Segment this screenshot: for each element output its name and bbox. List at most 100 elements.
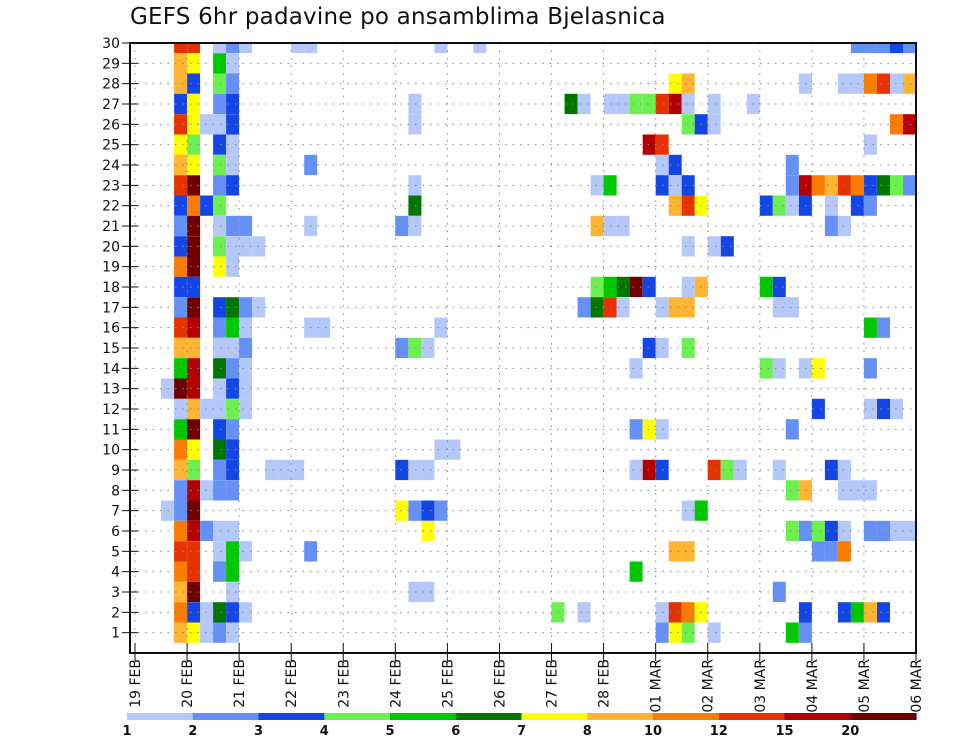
y-tick-label: 17 — [102, 300, 120, 316]
legend-label: 8 — [583, 724, 592, 739]
heatmap-cell — [681, 73, 695, 94]
heatmap-cell — [863, 602, 877, 623]
heatmap-cell — [863, 175, 877, 196]
legend-swatch — [587, 713, 654, 720]
y-tick-label: 18 — [102, 280, 120, 296]
heatmap-cell — [174, 561, 188, 582]
heatmap-cell — [187, 256, 201, 277]
heatmap-cell — [720, 236, 734, 257]
heatmap-cell — [187, 53, 201, 74]
heatmap-cell — [655, 419, 669, 440]
heatmap-cell — [200, 520, 214, 542]
heatmap-cell — [239, 378, 253, 399]
heatmap-cell — [213, 602, 227, 623]
heatmap-cell — [174, 500, 188, 521]
heatmap-cell — [655, 93, 669, 115]
heatmap-cell — [877, 317, 890, 338]
heatmap-cell — [187, 541, 201, 562]
heatmap-cell — [629, 561, 643, 582]
heatmap-cell — [837, 602, 851, 623]
x-tick-label: 04 MAR — [805, 659, 821, 713]
heatmap-cell — [590, 276, 604, 298]
heatmap-cell — [590, 215, 604, 237]
y-tick-label: 20 — [102, 239, 120, 255]
heatmap-cell — [668, 602, 682, 623]
heatmap-cell — [187, 520, 201, 542]
heatmap-cell — [785, 297, 799, 318]
heatmap-cell — [174, 114, 188, 135]
heatmap-cell — [837, 459, 851, 481]
y-tick-label: 1 — [111, 626, 120, 642]
legend-label: 10 — [644, 724, 662, 739]
heatmap-cell — [174, 236, 188, 257]
heatmap-cell — [317, 317, 331, 338]
heatmap-cell — [187, 43, 201, 54]
heatmap-cell — [226, 236, 240, 257]
x-tick-label: 23 FEB — [336, 659, 352, 708]
heatmap-cell — [239, 236, 253, 257]
heatmap-cell — [187, 602, 201, 623]
heatmap-cell — [421, 500, 435, 521]
heatmap-cell — [629, 93, 643, 115]
legend-label: 7 — [517, 724, 526, 739]
heatmap-cell — [863, 317, 877, 338]
x-axis: 19 FEB 20 FEB 21 FEB 22 FEB 23 FEB 24 FEB 25 F… — [128, 643, 925, 713]
x-tick-label: 05 MAR — [857, 659, 873, 713]
y-tick-label: 2 — [111, 605, 120, 621]
heatmap-cell — [785, 622, 799, 643]
heatmap-cell — [226, 419, 240, 440]
x-tick-label: 27 FEB — [545, 659, 561, 708]
heatmap-cell — [226, 520, 240, 542]
heatmap-cell — [772, 297, 786, 318]
heatmap-cell — [890, 43, 903, 54]
heatmap-cell — [226, 134, 240, 155]
heatmap-cell — [174, 53, 188, 74]
heatmap-cell — [434, 43, 448, 54]
y-tick-label: 9 — [111, 463, 120, 479]
heatmap-cell — [200, 480, 214, 501]
heatmap-cell — [681, 195, 695, 216]
heatmap-cell — [707, 459, 721, 481]
heatmap-cell — [434, 500, 448, 521]
heatmap-cell — [811, 358, 825, 379]
heatmap-cell — [174, 419, 188, 440]
heatmap-cell — [681, 236, 695, 257]
y-axis: 1234567891011121314151617181920212223242… — [102, 36, 138, 642]
heatmap-cell — [772, 195, 786, 216]
heatmap-cell — [681, 276, 695, 298]
heatmap-cell — [174, 154, 188, 176]
heatmap-cell — [304, 43, 318, 54]
heatmap-cell — [174, 439, 188, 460]
y-tick-label: 23 — [102, 178, 120, 194]
heatmap-cell — [226, 93, 240, 115]
heatmap-cell — [837, 73, 851, 94]
heatmap-cell — [863, 43, 877, 54]
heatmap-cell — [863, 358, 877, 379]
heatmap-cell — [200, 398, 214, 420]
heatmap-cell — [213, 317, 227, 338]
heatmap-cell — [213, 378, 227, 399]
heatmap-cell — [811, 175, 825, 196]
legend-label: 2 — [188, 724, 197, 739]
heatmap-cell — [877, 520, 890, 542]
heatmap-cell — [213, 541, 227, 562]
legend-label: 1 — [122, 724, 131, 739]
heatmap-cell — [213, 297, 227, 318]
heatmap-cell — [772, 276, 786, 298]
heatmap-cell — [226, 378, 240, 399]
heatmap-cell — [187, 195, 201, 216]
heatmap-cell — [187, 93, 201, 115]
heatmap-cell — [850, 73, 864, 94]
heatmap-cell — [759, 195, 773, 216]
heatmap-cell — [213, 398, 227, 420]
heatmap-cell — [903, 520, 916, 542]
heatmap-cell — [213, 561, 227, 582]
heatmap-cell — [239, 215, 253, 237]
x-tick-label: 03 MAR — [753, 659, 769, 713]
heatmap-cell — [577, 93, 591, 115]
heatmap-cell — [421, 459, 435, 481]
heatmap-cell — [226, 561, 240, 582]
heatmap-cell — [824, 175, 838, 196]
heatmap-cell — [187, 459, 201, 481]
heatmap-cell — [395, 337, 409, 359]
